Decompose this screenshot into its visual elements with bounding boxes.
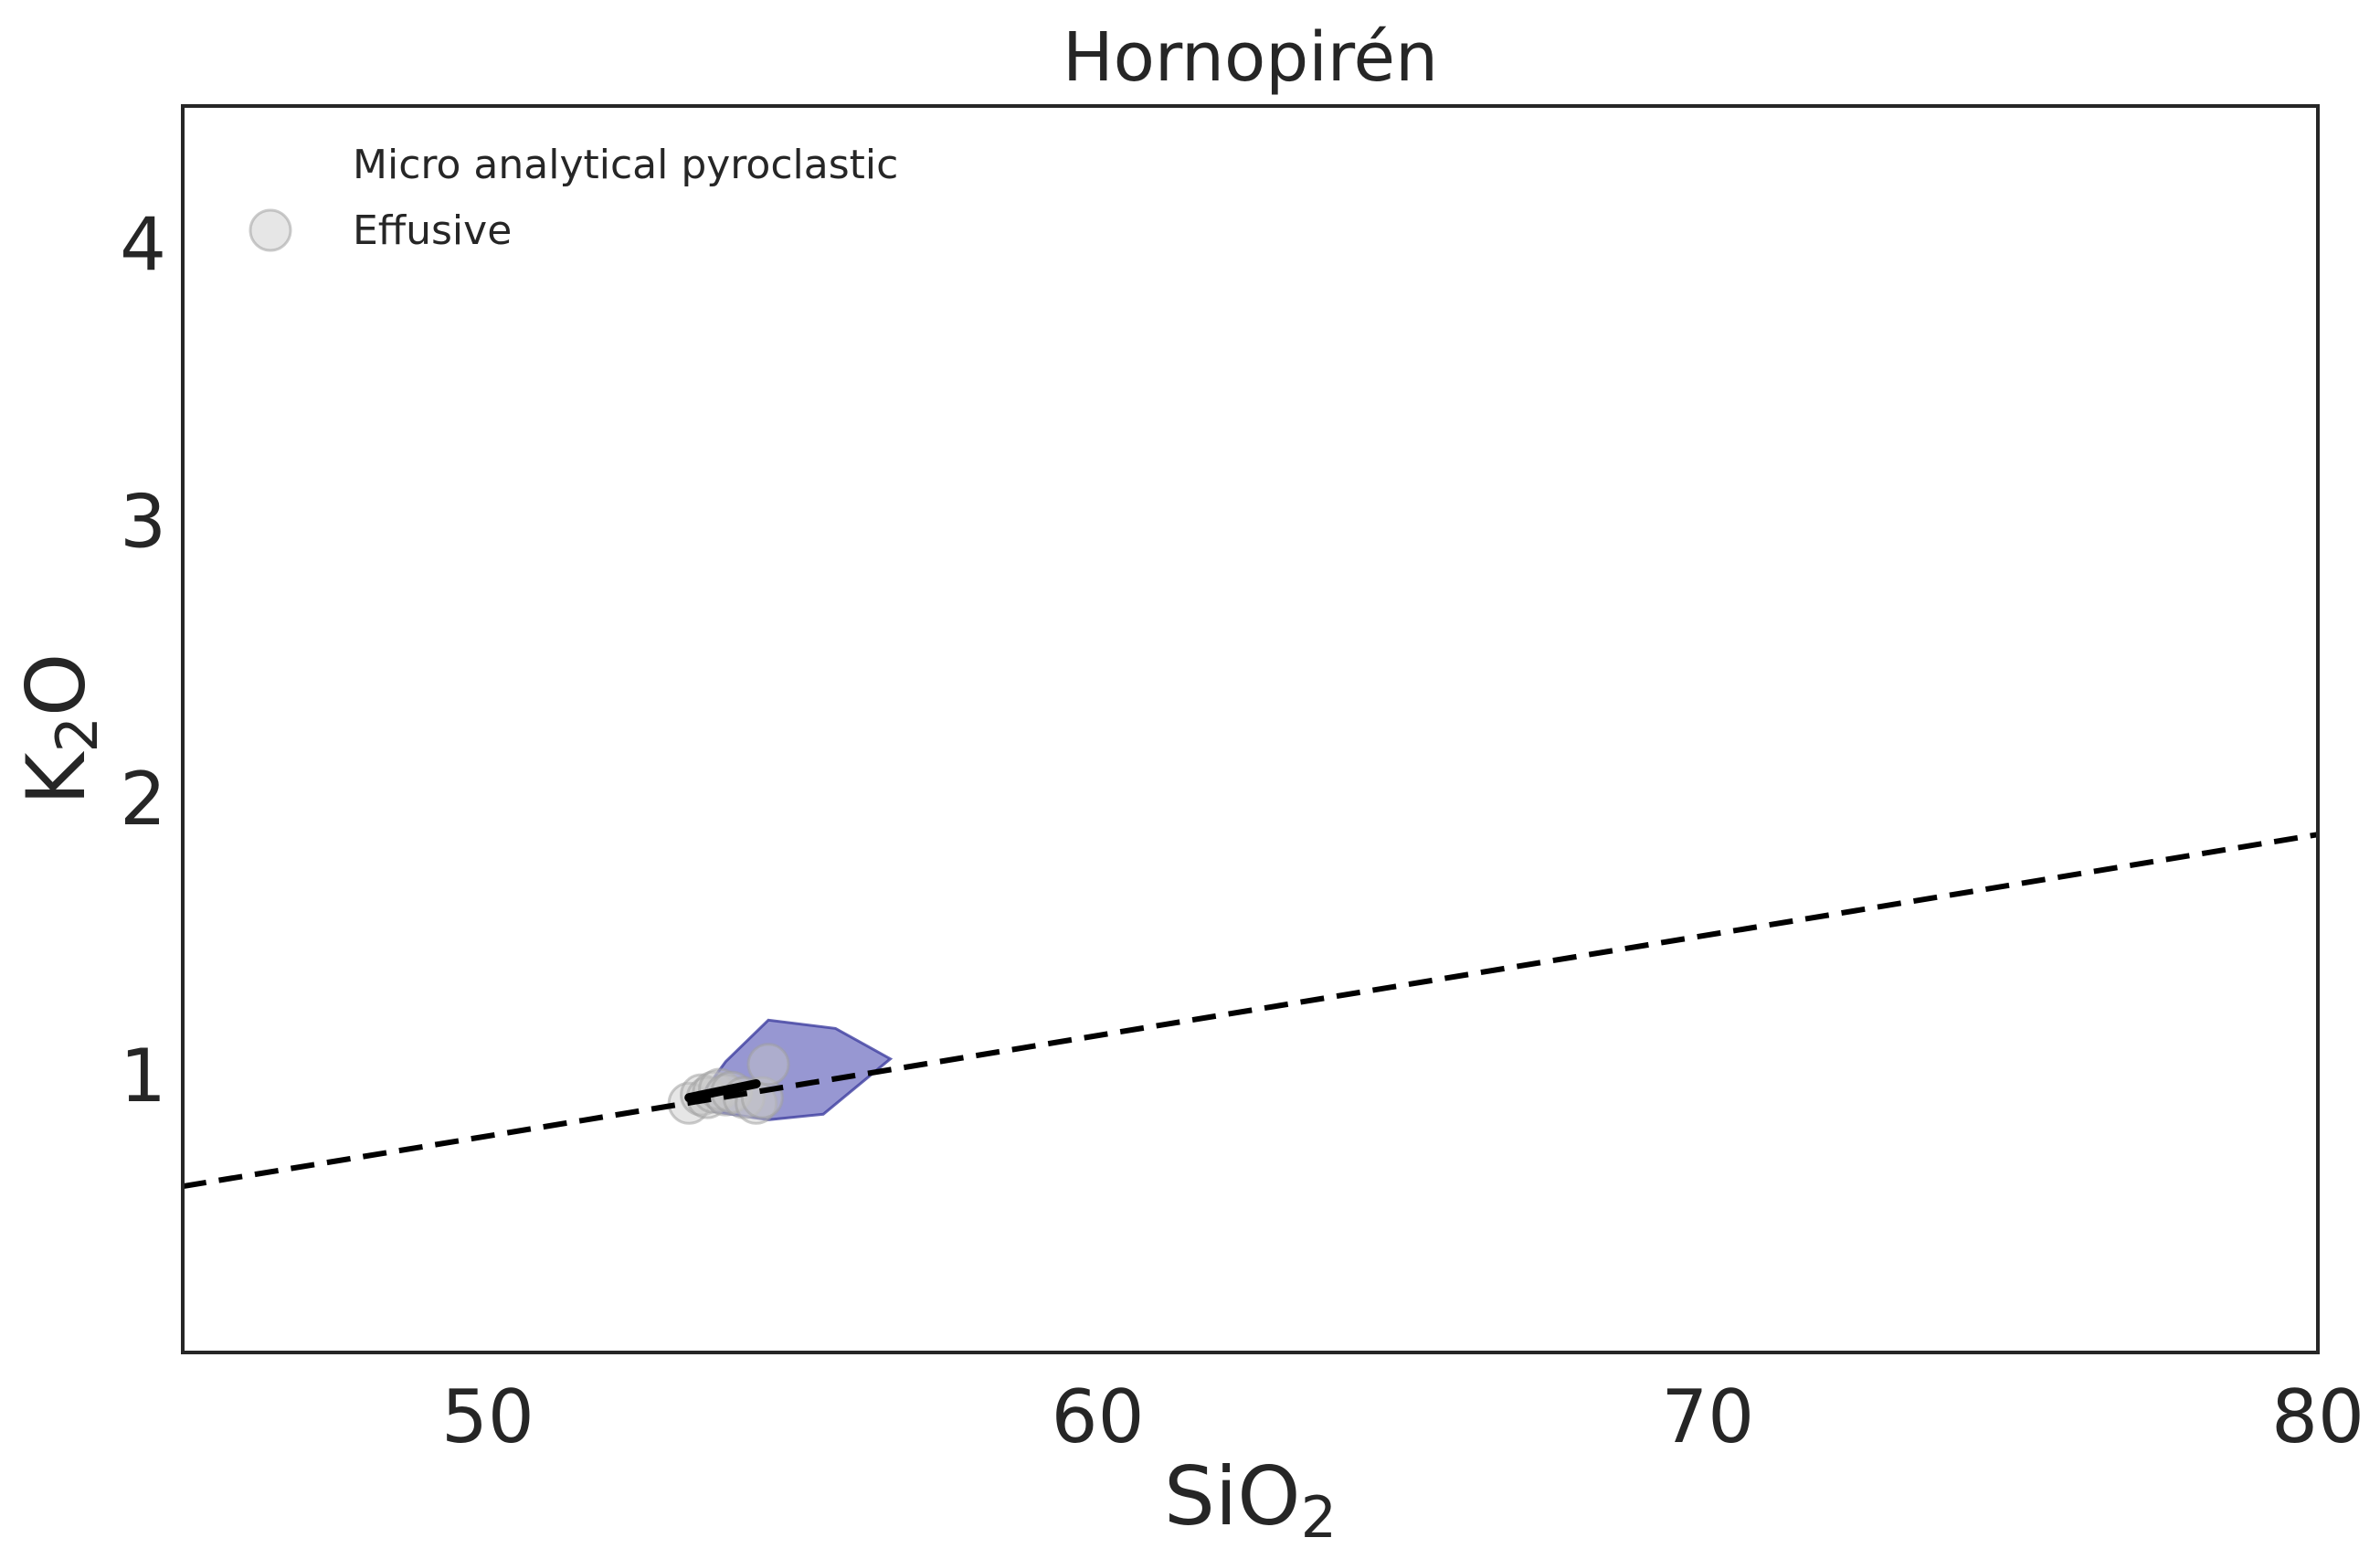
x-tick-label-60: 60 [1052, 1374, 1145, 1459]
y-axis-label-subscript: 2 [44, 716, 111, 752]
effusive-trend-segment [684, 1078, 761, 1103]
data-point-effusive-10 [746, 1043, 790, 1087]
y-tick-label-1: 1 [120, 1034, 166, 1119]
y-axis-label: K2O [9, 653, 111, 805]
y-tick-label-3: 3 [120, 480, 166, 565]
chart-title: Hornopirén [1063, 18, 1438, 97]
x-axis-label: SiO2 [1164, 1449, 1337, 1551]
x-axis-label-base: SiO [1164, 1449, 1301, 1543]
y-axis-label-base: K [9, 750, 103, 805]
legend-label-0: Micro analytical pyroclastic [353, 142, 898, 188]
y-tick-label-2: 2 [120, 757, 166, 842]
y-tick-label-4: 4 [120, 203, 166, 288]
y-axis-label-tail: O [9, 653, 103, 716]
x-tick-label-80: 80 [2271, 1374, 2364, 1459]
legend: Micro analytical pyroclastic Effusive [249, 142, 898, 254]
legend-label-1: Effusive [353, 207, 512, 254]
plot-frame [181, 104, 2320, 1354]
plot-area [183, 832, 2318, 1190]
legend-marker-effusive [249, 208, 292, 252]
x-tick-label-50: 50 [441, 1374, 534, 1459]
axes: 50 60 70 80 1 2 3 4 [120, 104, 2364, 1459]
x-axis-label-subscript: 2 [1301, 1484, 1337, 1551]
x-tick-label-70: 70 [1661, 1374, 1754, 1459]
reference-dashed-line [183, 832, 2318, 1190]
